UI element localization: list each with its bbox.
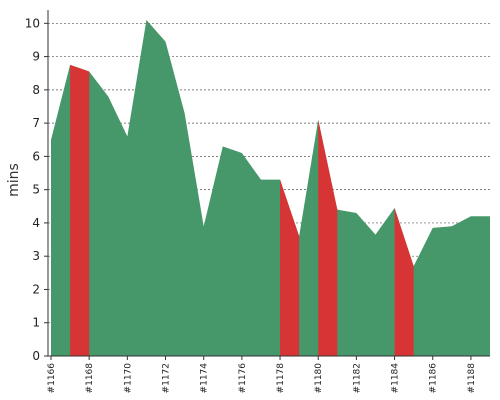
x-tick-label: #1168 <box>85 363 95 394</box>
y-tick-label: 5 <box>32 183 40 197</box>
y-axis-label: mins <box>6 163 22 197</box>
x-tick-label: #1166 <box>47 363 57 394</box>
y-tick-label: 9 <box>32 50 40 64</box>
x-tick-label: #1170 <box>123 363 133 394</box>
y-tick-label: 1 <box>32 316 40 330</box>
y-tick-label: 7 <box>32 116 40 130</box>
x-tick-label: #1178 <box>276 363 286 394</box>
y-tick-label: 8 <box>32 83 40 97</box>
failed-build-bands <box>70 64 414 357</box>
x-tick-label: #1174 <box>200 363 210 394</box>
failed-build-band <box>280 179 300 356</box>
axes <box>47 10 490 357</box>
x-tick-label: #1180 <box>314 363 324 394</box>
x-tick-label: #1186 <box>429 363 439 394</box>
y-tick-label: 6 <box>32 149 40 163</box>
y-tick-label: 2 <box>32 282 40 296</box>
x-tick-label: #1172 <box>162 363 172 393</box>
x-tick-label: #1184 <box>391 363 401 394</box>
x-tick-label: #1188 <box>467 363 477 394</box>
failed-build-band <box>70 64 90 357</box>
y-tick-labels: 0 1 2 3 4 5 6 7 8 9 10 <box>25 16 48 363</box>
y-tick-label: 4 <box>32 216 40 230</box>
y-tick-label: 10 <box>25 16 40 30</box>
x-tick-label: #1176 <box>238 363 248 394</box>
y-tick-label: 0 <box>32 349 40 363</box>
y-tick-label: 3 <box>32 249 40 263</box>
x-tick-labels: #1166 #1168 #1170 #1172 #1174 #1176 #1178 #1180… <box>47 356 477 393</box>
area-layer <box>51 19 490 356</box>
x-tick-label: #1182 <box>352 363 362 393</box>
pass-area <box>51 19 490 356</box>
failed-build-band <box>394 207 414 356</box>
failed-build-band <box>318 119 338 357</box>
